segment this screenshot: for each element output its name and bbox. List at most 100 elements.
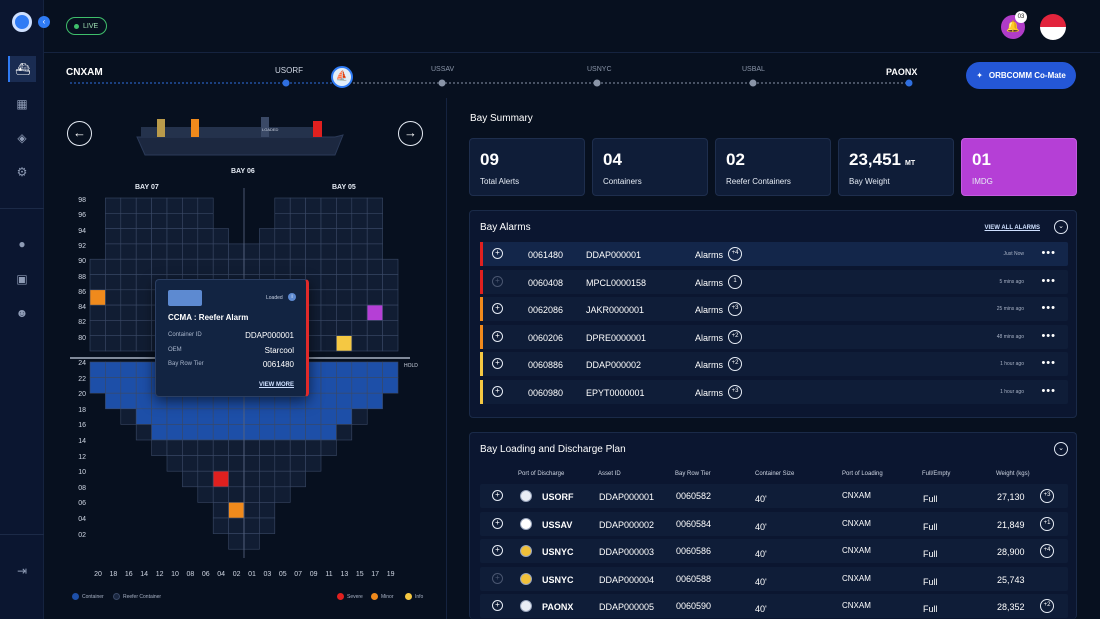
expand-plus-icon[interactable]: + xyxy=(492,490,503,501)
reefer-slot xyxy=(320,243,337,260)
expand-plus-icon[interactable]: + xyxy=(492,385,503,397)
plan-column-header[interactable]: Bay Row Tier xyxy=(675,471,711,477)
plan-column-header[interactable]: Port of Discharge xyxy=(518,471,565,477)
left-bay-label[interactable]: BAY 07 xyxy=(135,184,159,191)
alarm-row[interactable]: +0060980 EPYT0000001 Alarms +3 1 hour ago ••• xyxy=(480,379,1068,404)
container-slot xyxy=(382,361,399,378)
reefer-slot xyxy=(274,455,291,472)
container-slot xyxy=(166,424,183,441)
stat-card-imdg[interactable]: 01 IMDG xyxy=(961,138,1077,196)
alarm-bay-row-tier: 0060408 xyxy=(528,277,564,288)
nav-info-icon[interactable]: ● xyxy=(18,237,26,251)
plan-row[interactable]: + PAONX DDAP000005 0060590 40' CNXAM Full 28,35… xyxy=(480,594,1068,618)
hold-tier-label: 12 xyxy=(78,453,86,461)
nav-user-icon[interactable]: ☻ xyxy=(15,306,29,320)
alarm-row[interactable]: +0060206 DPRE0000001 Alarms +2 48 mins ago ••… xyxy=(480,324,1068,349)
alarm-row[interactable]: +0060886 DDAP000002 Alarms +2 1 hour ago ••• xyxy=(480,352,1068,376)
route-stop-2[interactable]: USSAV xyxy=(431,66,455,73)
weight: 25,743 xyxy=(997,574,1025,585)
container-slot xyxy=(228,424,245,441)
logout-icon[interactable]: ⇥ xyxy=(16,564,28,578)
more-options-icon[interactable]: ••• xyxy=(1041,247,1056,259)
reefer-slot xyxy=(105,289,122,306)
reefer-slot xyxy=(228,455,245,472)
vessel-profile[interactable]: LOADED xyxy=(135,115,345,160)
nav-settings-icon[interactable]: ⚙ xyxy=(16,165,28,179)
next-bay-arrow-icon[interactable]: → xyxy=(398,121,423,146)
expand-plus-icon[interactable]: + xyxy=(492,358,503,369)
expand-plus-icon[interactable]: + xyxy=(492,517,503,529)
nav-dashboard-icon[interactable]: ▦ xyxy=(16,97,28,111)
alarm-count-badge[interactable]: +2 xyxy=(1040,599,1054,613)
route-stop-3[interactable]: USNYC xyxy=(587,66,612,73)
expand-plus-icon[interactable]: + xyxy=(492,275,503,287)
plan-column-header[interactable]: Port of Loading xyxy=(842,471,883,477)
container-slot xyxy=(151,424,168,441)
expand-plus-icon[interactable]: + xyxy=(492,303,503,314)
alarm-count-badge[interactable]: +3 xyxy=(1040,489,1054,503)
alarm-row[interactable]: +0062086 JAKR0000001 Alarms +3 25 mins ago ••… xyxy=(480,297,1068,321)
plan-row[interactable]: + USSAV DDAP000002 0060584 40' CNXAM Full 21,84… xyxy=(480,511,1068,536)
alarm-count-badge[interactable]: 1 xyxy=(728,274,742,289)
expand-plus-icon[interactable]: + xyxy=(492,330,503,342)
plan-column-header[interactable]: Asset ID xyxy=(598,471,621,477)
live-label: LIVE xyxy=(83,22,99,30)
alarm-count-badge[interactable]: +2 xyxy=(728,357,742,371)
stat-card-total-alerts[interactable]: 09 Total Alerts xyxy=(469,138,585,196)
comate-button[interactable]: ✦ ORBCOMM Co-Mate xyxy=(966,62,1076,89)
info-icon[interactable]: i xyxy=(288,293,296,301)
reefer-slot xyxy=(259,486,276,503)
more-options-icon[interactable]: ••• xyxy=(1041,329,1056,342)
more-options-icon[interactable]: ••• xyxy=(1041,274,1056,287)
collapse-chevron-icon[interactable]: ⌄ xyxy=(1054,220,1068,234)
hold-tier-label: 08 xyxy=(78,484,86,492)
view-more-link[interactable]: VIEW MORE xyxy=(258,382,294,388)
plan-row[interactable]: + USORF DDAP000001 0060582 40' CNXAM Full 27,13… xyxy=(480,484,1068,508)
reefer-slot xyxy=(366,212,383,229)
collapse-chevron-icon[interactable]: ⌄ xyxy=(1054,442,1068,456)
reefer-slot xyxy=(228,533,245,550)
country-flag-icon[interactable] xyxy=(1040,14,1066,40)
alarm-count-badge[interactable]: +4 xyxy=(1040,544,1054,558)
reefer-slot xyxy=(366,335,383,352)
plan-row[interactable]: + USNYC DDAP000004 0060588 40' CNXAM Full 25,74… xyxy=(480,566,1068,591)
plan-column-header[interactable]: Container Size xyxy=(755,471,795,477)
plan-row[interactable]: + USNYC DDAP000003 0060586 40' CNXAM Full 28,90… xyxy=(480,539,1068,563)
expand-plus-icon[interactable]: + xyxy=(492,248,503,259)
collapse-sidebar-chevron-icon[interactable]: ‹ xyxy=(38,16,50,28)
expand-plus-icon[interactable]: + xyxy=(492,572,503,584)
alarm-count-badge[interactable]: +3 xyxy=(728,302,742,316)
container-slot xyxy=(351,392,368,410)
more-options-icon[interactable]: ••• xyxy=(1041,384,1056,397)
alarm-count-badge[interactable]: +2 xyxy=(728,329,742,344)
nav-briefcase-icon[interactable]: ▣ xyxy=(16,272,28,286)
right-bay-label[interactable]: BAY 05 xyxy=(332,184,356,191)
alarm-count-badge[interactable]: +3 xyxy=(728,384,742,399)
route-stop-1[interactable]: USORF xyxy=(275,66,303,75)
nav-ship-icon[interactable]: ⛴ xyxy=(8,56,36,82)
app-logo-icon[interactable] xyxy=(12,12,32,32)
alarm-count-badge[interactable]: +1 xyxy=(1040,516,1054,531)
previous-bay-arrow-icon[interactable]: ← xyxy=(67,121,92,146)
alarm-row[interactable]: +0060408 MPCL0000158 Alarms 1 5 mins ago ••• xyxy=(480,269,1068,294)
more-options-icon[interactable]: ••• xyxy=(1041,357,1056,369)
stat-card-reefer[interactable]: 02 Reefer Containers xyxy=(715,138,831,196)
view-all-alarms-link[interactable]: VIEW ALL ALARMS xyxy=(984,225,1040,231)
stat-card-bay-weight[interactable]: 23,451 MT Bay Weight xyxy=(838,138,954,196)
expand-plus-icon[interactable]: + xyxy=(492,545,503,556)
stat-card-containers[interactable]: 04 Containers xyxy=(592,138,708,196)
alarm-count-badge[interactable]: +4 xyxy=(728,247,742,261)
alarm-row[interactable]: +0061480 DDAP000001 Alarms +4 Just Now ••• xyxy=(480,242,1068,266)
row-column-label: 05 xyxy=(278,571,287,578)
reefer-slot xyxy=(228,439,245,456)
plan-column-header[interactable]: Weight (kgs) xyxy=(996,471,1030,477)
reefer-slot xyxy=(197,439,214,456)
route-stop-4[interactable]: USBAL xyxy=(742,66,765,73)
more-options-icon[interactable]: ••• xyxy=(1041,302,1056,314)
expand-plus-icon[interactable]: + xyxy=(492,600,503,611)
alarm-label: Alarms xyxy=(695,250,724,260)
reefer-slot xyxy=(336,304,353,321)
nav-container-icon[interactable]: ◈ xyxy=(17,131,27,145)
plan-column-header[interactable]: Full/Empty xyxy=(922,471,951,477)
reefer-slot xyxy=(274,197,291,214)
